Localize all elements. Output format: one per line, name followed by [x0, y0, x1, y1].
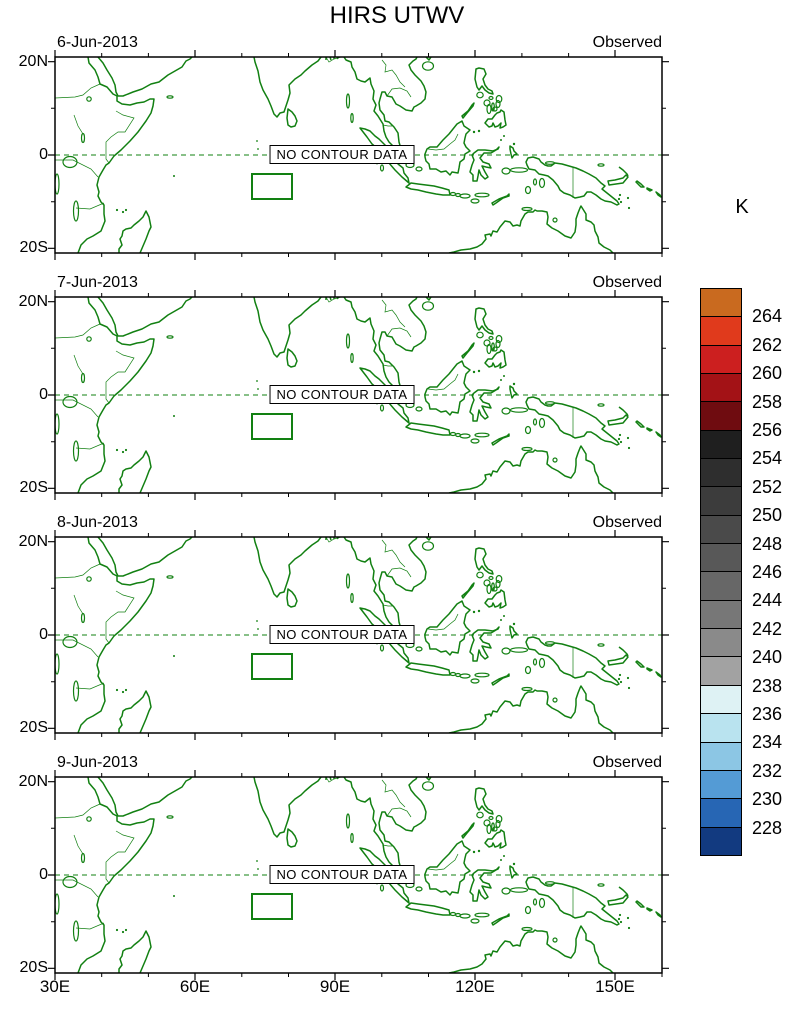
colorbar-cell — [701, 487, 741, 516]
colorbar-cell — [701, 827, 741, 855]
colorbar-tick-label: 246 — [752, 562, 783, 582]
panel-date: 7-Jun-2013 — [57, 274, 138, 291]
lon-label-120e: 120E — [455, 977, 495, 996]
lat-label-20n: 20N — [18, 533, 48, 550]
colorbar-cell — [701, 629, 741, 658]
panel-2: 7-Jun-2013 Observed 20N 0 20S NO CONTOUR… — [0, 274, 794, 514]
panel-1: 6-Jun-2013 Observed 20N 0 20S NO CONTOUR… — [0, 34, 794, 274]
colorbar-cell — [701, 374, 741, 403]
colorbar-cell — [701, 544, 741, 573]
lat-label-20s: 20S — [19, 239, 48, 256]
colorbar-tick-label: 232 — [752, 760, 783, 781]
colorbar-tick-label: 236 — [752, 704, 783, 724]
colorbar-tick-label: 256 — [752, 420, 783, 440]
lon-label-90e: 90E — [319, 977, 351, 996]
lat-label-20n: 20N — [18, 293, 48, 310]
colorbar-tick-label: 258 — [752, 391, 783, 412]
lat-label-0: 0 — [39, 866, 48, 883]
colorbar-cell — [701, 657, 741, 686]
colorbar-cell — [701, 742, 741, 771]
lat-label-20n: 20N — [18, 773, 48, 790]
colorbar-tick-label: 244 — [752, 590, 783, 611]
colorbar-cell — [701, 600, 741, 630]
colorbar-cell — [701, 572, 741, 601]
no-contour-data-label: NO CONTOUR DATA — [269, 145, 415, 164]
panel-date: 9-Jun-2013 — [57, 754, 138, 771]
no-contour-data-label: NO CONTOUR DATA — [269, 865, 415, 884]
colorbar-cell — [701, 770, 741, 800]
colorbar-tick-label: 230 — [752, 789, 783, 810]
panel-date: 8-Jun-2013 — [57, 514, 138, 531]
colorbar-tick-label: 234 — [752, 732, 783, 753]
lat-label-20s: 20S — [19, 479, 48, 496]
colorbar-cell — [701, 430, 741, 460]
colorbar-labels: 264 262 260 258 256 254 252 250 248 246 244 242 240 2… — [752, 0, 794, 1013]
lat-label-0: 0 — [39, 146, 48, 163]
panel-3: 8-Jun-2013 Observed 20N 0 20S NO CONTOUR… — [0, 514, 794, 754]
lat-label-0: 0 — [39, 626, 48, 643]
colorbar-cell — [701, 714, 741, 743]
colorbar-tick-label: 240 — [752, 647, 783, 668]
panel-source-label: Observed — [592, 34, 662, 51]
colorbar — [700, 288, 742, 856]
colorbar-unit-label: K — [735, 196, 749, 218]
colorbar-tick-label: 254 — [752, 448, 783, 469]
colorbar-tick-label: 264 — [752, 306, 783, 327]
lat-label-0: 0 — [39, 386, 48, 403]
colorbar-tick-label: 228 — [752, 817, 783, 838]
lat-label-20n: 20N — [18, 53, 48, 70]
colorbar-tick-label: 250 — [752, 505, 783, 526]
colorbar-tick-label: 252 — [752, 476, 783, 497]
colorbar-cell — [701, 402, 741, 431]
panel-date: 6-Jun-2013 — [57, 34, 138, 51]
lon-label-30e: 30E — [39, 977, 71, 996]
lat-label-20s: 20S — [19, 719, 48, 736]
colorbar-cell — [701, 317, 741, 346]
colorbar-cell — [701, 685, 741, 715]
panel-4: 9-Jun-2013 Observed 20N 0 20S NO CONTOUR… — [0, 754, 794, 994]
lat-label-20s: 20S — [19, 959, 48, 976]
colorbar-cell — [701, 459, 741, 488]
no-contour-data-label: NO CONTOUR DATA — [269, 385, 415, 404]
colorbar-cell — [701, 345, 741, 375]
figure-title: HIRS UTWV — [329, 2, 465, 29]
colorbar-tick-label: 242 — [752, 618, 783, 639]
no-contour-data-label: NO CONTOUR DATA — [269, 625, 415, 644]
panel-source-label: Observed — [592, 274, 662, 291]
colorbar-cell — [701, 799, 741, 828]
panel-source-label: Observed — [592, 514, 662, 531]
panel-source-label: Observed — [592, 754, 662, 771]
colorbar-cell — [701, 515, 741, 545]
colorbar-tick-label: 260 — [752, 363, 783, 384]
colorbar-cell — [701, 289, 741, 318]
lon-label-150e: 150E — [595, 977, 635, 996]
colorbar-tick-label: 238 — [752, 675, 783, 696]
lon-label-60e: 60E — [179, 977, 211, 996]
colorbar-tick-label: 262 — [752, 334, 783, 355]
colorbar-tick-label: 248 — [752, 533, 783, 554]
